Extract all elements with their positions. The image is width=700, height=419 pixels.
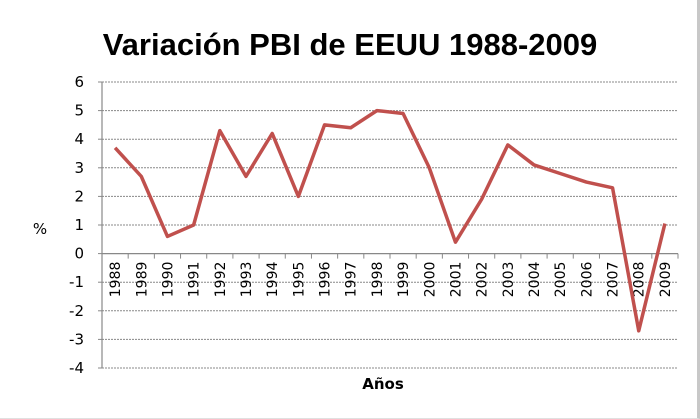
y-tick-label: -1 [69, 273, 84, 291]
x-tick-label: 2001 [448, 262, 464, 298]
x-tick-label: 1993 [239, 262, 255, 298]
y-tick-label: 4 [74, 130, 84, 148]
x-tick-label: 1989 [134, 262, 150, 298]
x-tick-label: 1991 [187, 262, 203, 298]
y-tick-label: 6 [74, 73, 84, 91]
x-tick-label: 2005 [553, 262, 569, 298]
y-tick-label: 3 [74, 159, 84, 177]
axes [101, 82, 679, 368]
gridlines [102, 81, 678, 369]
x-tick-label: 1992 [213, 262, 229, 298]
x-tick-label: 1999 [396, 262, 412, 298]
series-line [113, 108, 667, 333]
x-tick-label: 1997 [344, 262, 360, 298]
y-tick-label: 1 [74, 216, 84, 234]
x-tick-label: 2002 [475, 262, 491, 298]
y-tick-label: 5 [74, 102, 84, 120]
series [113, 108, 667, 333]
x-tick-label: 1988 [108, 262, 124, 298]
y-tick-label: 0 [74, 245, 84, 263]
y-tick-label: -3 [69, 330, 84, 348]
x-tick-label: 1998 [370, 262, 386, 298]
x-axis-ticks: 1988 1989 1990 1991 1992 1993 1994 1995 1996 1997… [108, 262, 674, 298]
y-tick-label: 2 [74, 187, 84, 205]
y-tick-label: -2 [69, 302, 84, 320]
x-tick-label: 1995 [291, 262, 307, 298]
y-axis-ticks: 6 5 4 3 2 1 0 -1 -2 -3 -4 [69, 73, 102, 377]
x-tick-label: 2006 [579, 262, 595, 298]
x-tick-label: 2008 [632, 262, 648, 298]
x-axis-label: Años [362, 375, 404, 393]
x-tick-label: 1994 [265, 262, 281, 298]
x-tick-label: 2009 [658, 262, 674, 298]
x-tick-label: 2004 [527, 262, 543, 298]
x-tick-label: 2000 [422, 262, 438, 298]
x-tick-label: 2003 [501, 262, 517, 298]
x-tick-label: 1990 [160, 262, 176, 298]
chart-title: Variación PBI de EEUU 1988-2009 [103, 27, 598, 62]
y-tick-label: -4 [69, 359, 84, 377]
x-tick-label: 2007 [606, 262, 622, 298]
y-axis-label: % [33, 220, 47, 238]
x-tick-label: 1996 [318, 262, 334, 298]
